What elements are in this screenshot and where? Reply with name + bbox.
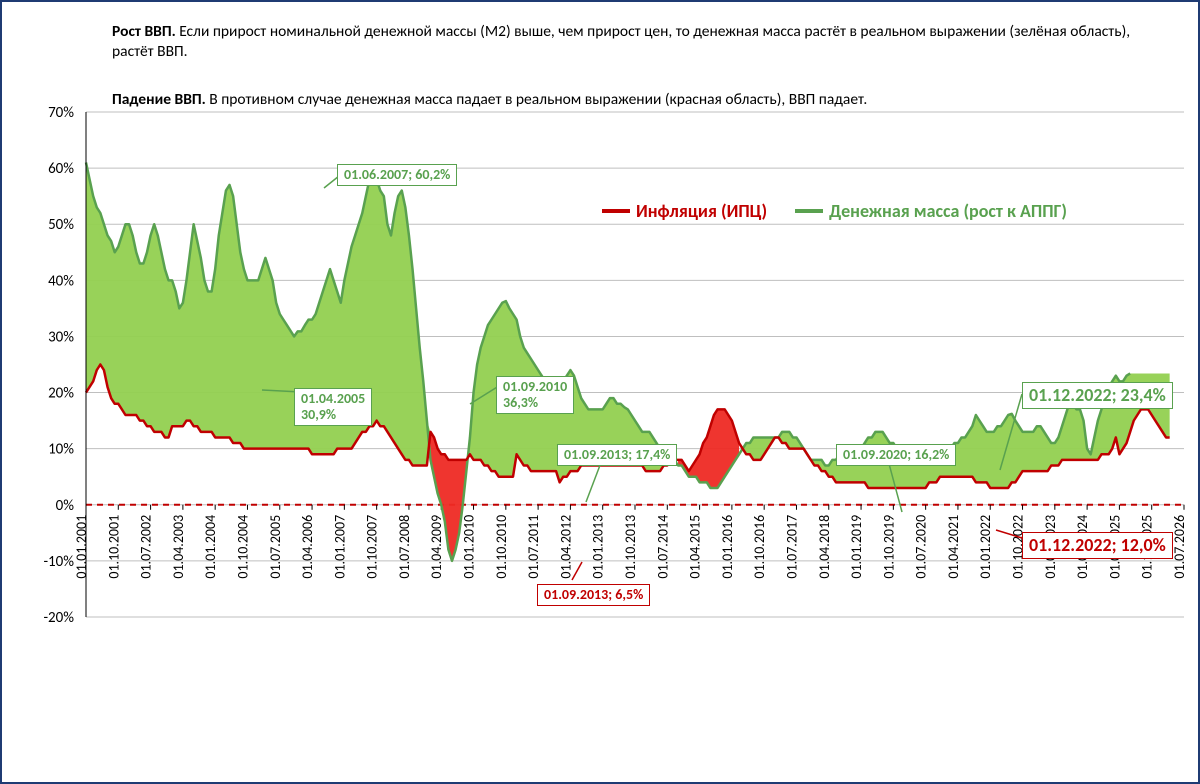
svg-text:01.01.2016: 01.01.2016 xyxy=(719,515,736,579)
svg-text:-10%: -10% xyxy=(43,553,74,571)
svg-text:01.04.2015: 01.04.2015 xyxy=(687,515,704,579)
svg-text:01.04.2018: 01.04.2018 xyxy=(816,515,833,579)
callout: 01.09.2010 36,3% xyxy=(496,376,574,414)
callout: 01.09.2020; 16,2% xyxy=(836,444,956,466)
callout: 01.09.2013; 6,5% xyxy=(537,584,650,606)
svg-text:01.10.2019: 01.10.2019 xyxy=(880,515,897,579)
callout: 01.12.2022; 12,0% xyxy=(1022,532,1173,559)
svg-text:01.10.2007: 01.10.2007 xyxy=(364,515,381,579)
svg-text:30%: 30% xyxy=(48,328,74,346)
svg-text:0%: 0% xyxy=(56,497,75,515)
svg-text:01.10.2013: 01.10.2013 xyxy=(622,515,639,579)
svg-text:01.10.2016: 01.10.2016 xyxy=(751,515,768,579)
svg-text:01.01.2001: 01.01.2001 xyxy=(73,515,90,579)
callout: 01.04.2005 30,9% xyxy=(294,388,372,426)
svg-text:01.04.2021: 01.04.2021 xyxy=(945,515,962,579)
svg-text:10%: 10% xyxy=(48,441,74,459)
svg-text:01.10.2001: 01.10.2001 xyxy=(105,515,122,579)
svg-text:01.04.2003: 01.04.2003 xyxy=(170,515,187,579)
callout: 01.06.2007; 60,2% xyxy=(337,164,457,186)
svg-text:01.07.2008: 01.07.2008 xyxy=(396,515,413,579)
svg-text:01.04.2012: 01.04.2012 xyxy=(557,515,574,579)
svg-text:01.07.2005: 01.07.2005 xyxy=(267,515,284,579)
svg-text:01.01.2010: 01.01.2010 xyxy=(461,515,478,579)
svg-text:01.07.2026: 01.07.2026 xyxy=(1171,515,1188,579)
svg-text:70%: 70% xyxy=(48,104,74,122)
svg-text:-20%: -20% xyxy=(43,609,74,627)
svg-text:01.04.2009: 01.04.2009 xyxy=(428,515,445,579)
callout: 01.12.2022; 23,4% xyxy=(1022,382,1173,409)
callout: 01.09.2013; 17,4% xyxy=(557,444,677,466)
chart-plot: -20% -10% 0% 10% 20% 30% 40% 50% 60% 70% 01.01.200… xyxy=(2,2,1200,784)
svg-text:20%: 20% xyxy=(48,385,74,403)
svg-text:01.04.2006: 01.04.2006 xyxy=(299,515,316,579)
svg-text:01.01.2007: 01.01.2007 xyxy=(331,515,348,579)
chart-frame: Рост ВВП. Если прирост номинальной денеж… xyxy=(0,0,1200,784)
svg-text:01.07.2011: 01.07.2011 xyxy=(525,515,542,579)
svg-text:50%: 50% xyxy=(48,216,74,234)
svg-text:01.07.2014: 01.07.2014 xyxy=(654,515,671,579)
svg-text:01.10.2010: 01.10.2010 xyxy=(493,515,510,579)
svg-text:01.07.2017: 01.07.2017 xyxy=(783,515,800,579)
svg-text:01.01.2013: 01.01.2013 xyxy=(590,515,607,579)
svg-text:01.10.2004: 01.10.2004 xyxy=(234,515,251,579)
svg-text:01.07.2020: 01.07.2020 xyxy=(913,515,930,579)
svg-text:01.01.2022: 01.01.2022 xyxy=(977,515,994,579)
svg-text:01.01.2004: 01.01.2004 xyxy=(202,515,219,579)
svg-text:40%: 40% xyxy=(48,272,74,290)
svg-text:01.07.2002: 01.07.2002 xyxy=(138,515,155,579)
svg-text:60%: 60% xyxy=(48,160,74,178)
svg-text:01.01.2019: 01.01.2019 xyxy=(848,515,865,579)
